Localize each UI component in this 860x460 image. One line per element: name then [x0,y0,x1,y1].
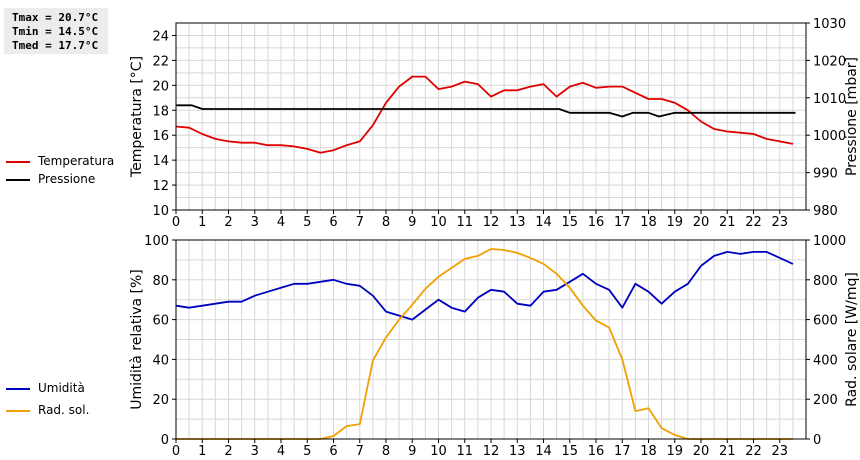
y-tick-label-top: 24 [152,29,169,44]
x-tick-label-top: 19 [666,215,683,230]
stat-tmed: Tmed = 17.7°C [12,39,99,52]
x-tick-label-bottom: 15 [561,444,578,459]
x-tick-label-bottom: 19 [666,444,683,459]
y-tick-label-bottom: 80 [152,274,169,289]
x-tick-label-top: 1 [198,215,206,230]
y2-tick-label-bottom: 0 [813,433,821,448]
x-tick-label-top: 4 [277,215,285,230]
x-tick-label-top: 16 [588,215,605,230]
x-tick-label-bottom: 14 [535,444,552,459]
y-tick-label-top: 12 [152,179,169,194]
y-tick-label-top: 22 [152,54,169,69]
legend-swatch-rad-sol [6,410,30,412]
y-tick-label-top: 14 [152,154,169,169]
x-tick-label-top: 10 [430,215,447,230]
series-line-temperatura [175,75,794,154]
x-tick-label-bottom: 10 [430,444,447,459]
y2-tick-label-top: 1020 [813,54,846,69]
y2-tick-label-top: 1000 [813,129,846,144]
series-line-umidit [175,250,794,321]
x-tick-label-bottom: 17 [614,444,631,459]
x-tick-label-bottom: 7 [356,444,364,459]
x-tick-label-top: 11 [456,215,473,230]
x-tick-label-top: 23 [771,215,788,230]
x-tick-label-bottom: 20 [693,444,710,459]
y2-tick-label-top: 980 [813,204,838,219]
x-tick-label-top: 15 [561,215,578,230]
x-tick-label-top: 13 [509,215,526,230]
legend-swatch-pressione [6,179,30,181]
x-tick-label-bottom: 2 [224,444,232,459]
legend-swatch-umidita [6,388,30,390]
y2-tick-label-top: 1010 [813,92,846,107]
x-tick-label-top: 3 [251,215,259,230]
x-tick-label-bottom: 5 [303,444,311,459]
x-tick-label-top: 20 [693,215,710,230]
x-tick-label-top: 8 [382,215,390,230]
y-tick-label-top: 16 [152,129,169,144]
x-tick-label-top: 2 [224,215,232,230]
legend-label-pressione: Pressione [38,172,96,186]
x-tick-label-top: 0 [172,215,180,230]
x-tick-label-top: 12 [483,215,500,230]
legend-label-rad-sol: Rad. sol. [38,403,90,417]
x-tick-label-top: 17 [614,215,631,230]
x-tick-label-top: 6 [329,215,337,230]
y2-axis-title-bottom: Rad. solare [W/mq] [844,272,860,407]
y-tick-label-bottom: 40 [152,353,169,368]
x-tick-label-bottom: 9 [408,444,416,459]
x-tick-label-top: 22 [745,215,762,230]
y-tick-label-bottom: 100 [144,234,169,249]
y2-tick-label-bottom: 200 [813,393,838,408]
y2-tick-label-bottom: 1000 [813,234,846,249]
x-tick-label-bottom: 21 [719,444,736,459]
x-tick-label-bottom: 23 [771,444,788,459]
y2-tick-label-top: 1030 [813,17,846,32]
y-tick-label-bottom: 60 [152,314,169,329]
x-tick-label-bottom: 13 [509,444,526,459]
y2-tick-label-bottom: 600 [813,314,838,329]
series-line-pressione [176,104,796,118]
y-tick-label-top: 20 [152,79,169,94]
x-tick-label-bottom: 1 [198,444,206,459]
stat-tmax: Tmax = 20.7°C [12,11,99,24]
x-tick-label-top: 18 [640,215,657,230]
x-tick-label-bottom: 6 [329,444,337,459]
x-tick-label-top: 7 [356,215,364,230]
x-tick-label-top: 14 [535,215,552,230]
x-tick-label-bottom: 18 [640,444,657,459]
y-tick-label-bottom: 20 [152,393,169,408]
legend-label-temperatura: Temperatura [38,154,115,168]
y-axis-title-bottom: Umidità relativa [%] [129,269,145,410]
y-tick-label-top: 18 [152,104,169,119]
x-tick-label-bottom: 4 [277,444,285,459]
y-tick-label-top: 10 [152,204,169,219]
x-tick-label-top: 21 [719,215,736,230]
y2-tick-label-bottom: 400 [813,353,838,368]
x-tick-label-bottom: 0 [172,444,180,459]
x-tick-label-top: 9 [408,215,416,230]
y-axis-title-top: Temperatura [°C] [129,56,145,178]
x-tick-label-bottom: 12 [483,444,500,459]
x-tick-label-bottom: 22 [745,444,762,459]
x-tick-label-bottom: 8 [382,444,390,459]
series-line-rad-sol [176,248,793,440]
y2-axis-title-top: Pressione [mbar] [844,57,860,176]
legend-swatch-temperatura [6,161,30,163]
stat-tmin: Tmin = 14.5°C [12,25,99,38]
x-tick-label-bottom: 11 [456,444,473,459]
x-tick-label-bottom: 3 [251,444,259,459]
x-tick-label-bottom: 16 [588,444,605,459]
legend-label-umidita: Umidità [38,381,85,395]
y-tick-label-bottom: 0 [161,433,169,448]
x-tick-label-top: 5 [303,215,311,230]
stats-box: Tmax = 20.7°C Tmin = 14.5°C Tmed = 17.7°… [4,8,108,54]
y2-tick-label-bottom: 800 [813,274,838,289]
y2-tick-label-top: 990 [813,167,838,182]
